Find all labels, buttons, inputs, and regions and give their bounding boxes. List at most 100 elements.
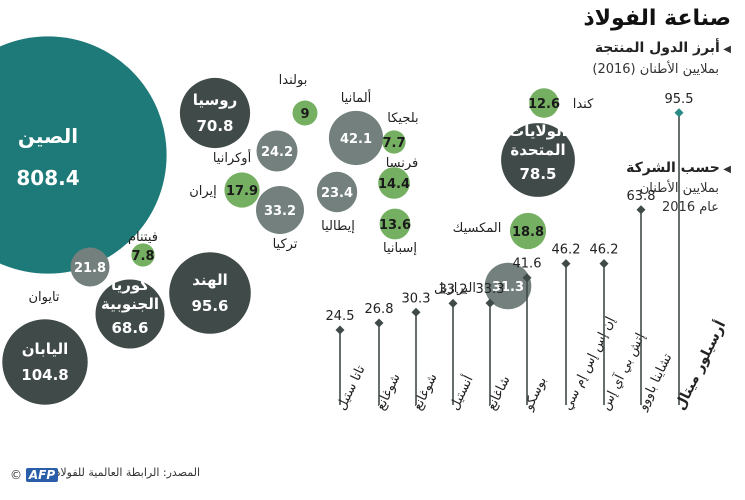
bubble-country-label: المكسيك xyxy=(453,221,502,236)
company-name-label: شوغانغ xyxy=(373,371,404,413)
bubble-value-label: 78.5 xyxy=(519,165,556,183)
companies-subtitle: ◀ حسب الشركة xyxy=(626,160,731,176)
bubble-12 xyxy=(509,212,547,250)
bubble-0 xyxy=(0,36,167,274)
bubble-value-label: 95.6 xyxy=(191,297,228,315)
countries-subtitle: ◀ أبرز الدول المنتجة xyxy=(595,40,731,56)
bubble-18 xyxy=(131,243,155,267)
company-value-label: 24.5 xyxy=(326,309,355,324)
companies-subtitle-text: حسب الشركة xyxy=(626,160,720,176)
bubble-10 xyxy=(316,171,358,213)
source-note: المصدر: الرابطة العالمية للفولاذ xyxy=(55,466,200,479)
chart-title: صناعة الفولاذ xyxy=(583,6,731,31)
bubble-7 xyxy=(256,186,304,234)
bubble-value-label: 70.8 xyxy=(196,117,233,135)
afp-logo: © AFP xyxy=(10,468,59,482)
pointer-icon: ◀ xyxy=(719,44,731,55)
bubble-6 xyxy=(328,110,384,166)
bubble-17 xyxy=(292,100,318,126)
company-value-label: 63.8 xyxy=(627,189,656,204)
company-value-label: 95.5 xyxy=(665,92,694,107)
bubble-11 xyxy=(70,247,110,287)
bubble-3 xyxy=(501,123,575,197)
bubble-country-label: البرازيل xyxy=(434,281,476,296)
bubble-value-label: 7.8 xyxy=(131,249,154,264)
bubble-country-label: ألمانيا xyxy=(341,89,372,106)
bubble-value-label: 23.4 xyxy=(321,186,353,201)
bubble-value-label: 31.3 xyxy=(492,280,524,295)
bubble-value-label: 68.6 xyxy=(111,319,148,337)
bubble-country-label: تايوان xyxy=(28,290,59,305)
bubble-2 xyxy=(169,252,251,334)
bubble-value-label: 33.2 xyxy=(264,204,296,219)
company-marker xyxy=(561,259,571,269)
company-marker xyxy=(599,259,609,269)
bubble-value-label: 808.4 xyxy=(16,166,79,190)
bubble-value-label: 9 xyxy=(300,107,309,122)
bubble-8 xyxy=(484,262,532,310)
company-marker xyxy=(411,307,421,317)
bubble-country-label: المتحدة xyxy=(510,141,565,159)
company-value-label: 46.2 xyxy=(552,243,581,258)
company-value-label: 46.2 xyxy=(590,243,619,258)
bubble-value-label: 17.9 xyxy=(226,184,258,199)
company-marker xyxy=(522,273,532,283)
bubble-16 xyxy=(529,88,559,118)
bubble-country-label: الجنوبية xyxy=(101,295,159,313)
bubble-value-label: 14.4 xyxy=(378,177,410,192)
company-marker xyxy=(674,108,684,118)
countries-unit: بملايين الأطنان (2016) xyxy=(592,62,719,77)
bubble-13 xyxy=(224,172,260,208)
bubble-9 xyxy=(256,130,298,172)
afp-logo-text: AFP xyxy=(25,468,59,482)
bubble-country-label: الهند xyxy=(192,271,227,289)
bubble-country-label: فرنسا xyxy=(386,156,419,171)
bubble-country-label: الولايات xyxy=(509,122,567,140)
pointer-icon: ◀ xyxy=(719,164,731,175)
company-name-label: بوسكو xyxy=(521,375,550,414)
bubble-country-label: كندا xyxy=(573,97,594,112)
bubble-country-label: بولندا xyxy=(279,73,308,88)
company-value-label: 30.3 xyxy=(402,291,431,306)
bubble-15 xyxy=(379,208,411,240)
bubble-country-label: أوكرانيا xyxy=(213,149,251,166)
bubble-country-label: روسيا xyxy=(193,91,237,109)
bubble-country-label: بلجيكا xyxy=(387,111,418,126)
bubble-value-label: 18.8 xyxy=(512,225,544,240)
company-marker xyxy=(636,205,646,215)
bubble-19 xyxy=(382,130,406,154)
countries-subtitle-text: أبرز الدول المنتجة xyxy=(594,40,720,56)
bubble-country-label: إيطاليا xyxy=(321,219,355,234)
company-name-label: شاغانغ xyxy=(484,374,513,413)
bubble-value-label: 21.8 xyxy=(74,261,106,276)
company-value-label: 26.8 xyxy=(365,302,394,317)
bubble-country-label: الصين xyxy=(18,124,78,148)
company-marker xyxy=(485,298,495,308)
bubble-value-label: 104.8 xyxy=(21,366,68,384)
bubble-4 xyxy=(179,77,251,149)
copyright-mark: © xyxy=(10,468,22,482)
bubble-value-label: 24.2 xyxy=(261,145,293,160)
bubble-country-label: إسبانيا xyxy=(383,241,417,256)
company-value-label: 33.3 xyxy=(476,282,505,297)
bubble-1 xyxy=(2,319,88,405)
company-name-label: شوغانغ xyxy=(410,371,441,413)
company-value-label: 41.6 xyxy=(513,257,542,272)
company-value-label: 33.2 xyxy=(439,282,468,297)
bubble-value-label: 42.1 xyxy=(340,132,372,147)
bubble-country-label: إيران xyxy=(189,184,217,199)
bubble-country-label: فيتنام xyxy=(128,230,158,245)
company-marker xyxy=(374,318,384,328)
bubble-value-label: 12.6 xyxy=(528,97,560,112)
company-name-label: أنستيل xyxy=(445,372,476,412)
bubble-country-label: تركيا xyxy=(273,237,298,252)
company-marker xyxy=(448,298,458,308)
bubble-country-label: كوريا xyxy=(111,276,149,294)
bubble-value-label: 13.6 xyxy=(379,218,411,233)
bubble-14 xyxy=(378,167,410,199)
company-marker xyxy=(335,325,345,335)
bubble-value-label: 7.7 xyxy=(382,136,405,151)
bubble-country-label: اليابان xyxy=(22,340,69,358)
bubble-5 xyxy=(95,279,165,349)
